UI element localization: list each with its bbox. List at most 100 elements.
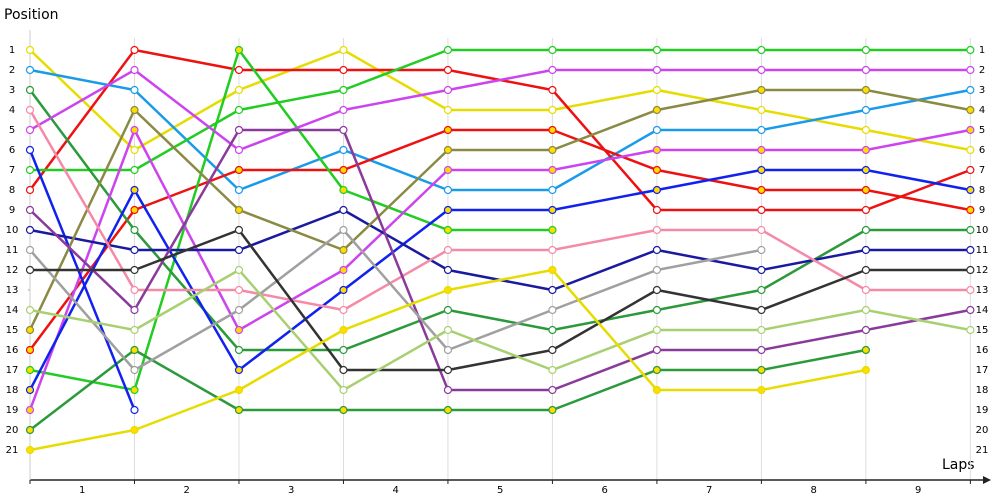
point: [757, 345, 766, 355]
point: [548, 265, 557, 275]
point: [25, 265, 35, 275]
point: [339, 305, 348, 315]
point: [130, 45, 139, 55]
series-line: [30, 48, 971, 172]
y-tick-label-right: 19: [976, 405, 989, 416]
point: [25, 365, 35, 375]
point: [966, 145, 975, 155]
point: [861, 325, 870, 335]
point: [652, 245, 662, 255]
point: [652, 45, 662, 55]
point: [861, 85, 870, 95]
point: [339, 185, 348, 195]
series-line: [28, 168, 971, 391]
point: [757, 385, 766, 395]
point: [861, 65, 870, 75]
point: [25, 385, 35, 395]
y-tick-label: 21: [6, 445, 19, 456]
series-line: [28, 128, 971, 351]
point: [652, 225, 662, 235]
y-tick-label: 15: [6, 325, 19, 336]
point: [443, 265, 453, 275]
point: [861, 305, 870, 315]
point: [966, 165, 975, 175]
point: [861, 205, 870, 215]
point: [339, 285, 348, 295]
y-tick-label: 2: [9, 65, 15, 76]
point: [548, 245, 557, 255]
point: [130, 325, 139, 335]
series-line: [29, 128, 971, 392]
y-tick-label: 9: [9, 205, 15, 216]
point: [339, 165, 348, 175]
y-tick-label-right: 8: [979, 185, 985, 196]
point: [130, 185, 139, 195]
point: [25, 185, 35, 195]
point: [130, 205, 139, 215]
point: [130, 385, 139, 395]
y-tick-label: 18: [6, 385, 19, 396]
x-tick-label: 4: [393, 485, 399, 496]
point: [443, 125, 453, 135]
y-tick-label-right: 3: [979, 85, 985, 96]
point: [966, 205, 975, 215]
point: [443, 205, 453, 215]
point: [339, 265, 348, 275]
point: [548, 145, 557, 155]
point: [548, 165, 557, 175]
point: [652, 145, 662, 155]
point: [443, 185, 453, 195]
x-axis-label: Laps: [942, 457, 975, 473]
point: [25, 125, 35, 135]
point: [652, 285, 662, 295]
point: [339, 385, 348, 395]
point: [548, 325, 557, 335]
point: [234, 405, 244, 415]
point: [25, 145, 35, 155]
point: [757, 105, 766, 115]
point: [443, 405, 453, 415]
point: [861, 105, 870, 115]
point: [234, 265, 244, 275]
point: [339, 345, 348, 355]
point: [548, 65, 557, 75]
point: [234, 65, 244, 75]
y-tick-label-right: 13: [976, 285, 989, 296]
series-line: [28, 88, 971, 331]
y-tick-label-right: 16: [976, 345, 989, 356]
point: [25, 225, 35, 235]
point: [652, 325, 662, 335]
point: [966, 45, 975, 55]
point: [548, 105, 557, 115]
y-tick-label-right: 10: [976, 225, 989, 236]
point: [130, 365, 139, 375]
point: [130, 145, 139, 155]
point: [130, 425, 139, 435]
point: [234, 85, 244, 95]
x-tick-label: 1: [79, 485, 85, 496]
point: [25, 65, 35, 75]
x-axis-arrow: [983, 476, 991, 484]
point: [757, 145, 766, 155]
point: [339, 65, 348, 75]
point: [443, 305, 453, 315]
point: [443, 145, 453, 155]
point: [234, 325, 244, 335]
x-tick-label: 9: [915, 485, 921, 496]
point: [130, 345, 139, 355]
point: [234, 365, 244, 375]
point: [548, 125, 557, 135]
point: [757, 265, 766, 275]
point: [861, 45, 870, 55]
point: [548, 45, 557, 55]
point: [339, 405, 348, 415]
point: [861, 165, 870, 175]
series-line: [29, 48, 553, 392]
y-tick-label: 12: [6, 265, 19, 276]
y-tick-label-right: 7: [979, 165, 985, 176]
point: [652, 125, 662, 135]
point: [757, 245, 766, 255]
x-tick-label: 2: [184, 485, 190, 496]
point: [548, 305, 557, 315]
